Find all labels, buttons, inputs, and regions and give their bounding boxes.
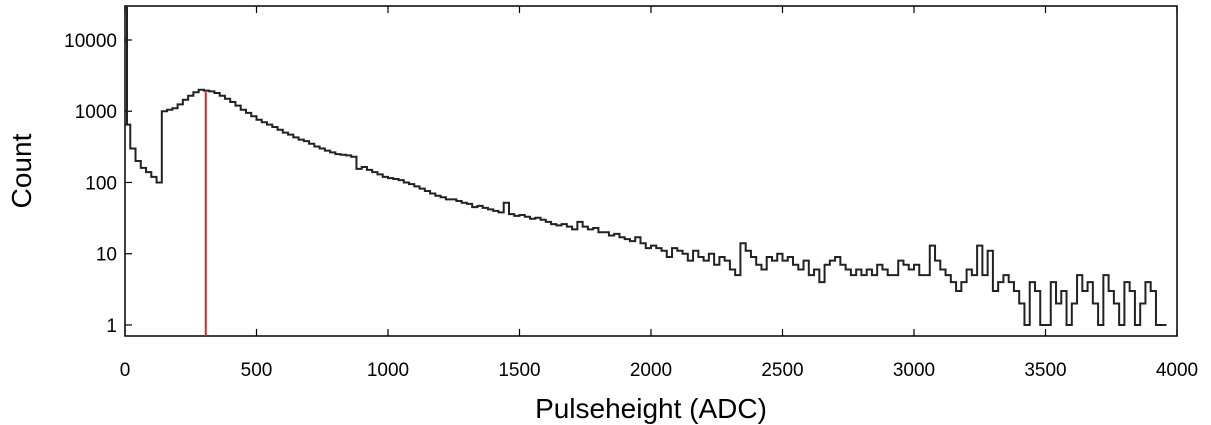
y-tick-label: 10000	[64, 31, 117, 52]
histogram-steps	[125, 88, 1167, 326]
y-tick-label: 10	[96, 245, 117, 266]
x-tick-label: 2000	[630, 360, 672, 381]
y-tick-label: 1000	[75, 102, 117, 123]
x-axis-label: Pulseheight (ADC)	[535, 393, 767, 424]
x-tick-label: 4000	[1156, 360, 1198, 381]
x-tick-label: 0	[120, 360, 131, 381]
x-tick-label: 2500	[761, 360, 803, 381]
x-tick-label: 3000	[893, 360, 935, 381]
x-tick-label: 500	[241, 360, 273, 381]
series-layer	[125, 6, 1167, 336]
x-axis-ticks: 0 500 1000 1500 2000 2500 3000 3500 4000	[120, 6, 1198, 381]
plot-frame	[124, 5, 1178, 337]
y-tick-label: 1	[106, 316, 117, 337]
x-tick-label: 1500	[498, 360, 540, 381]
y-axis-ticks: 1 10 100 1000 10000	[64, 31, 132, 337]
x-tick-label: 1000	[367, 360, 409, 381]
y-tick-label: 100	[85, 173, 117, 194]
y-axis-label: Count	[6, 133, 37, 208]
x-tick-label: 3500	[1024, 360, 1066, 381]
